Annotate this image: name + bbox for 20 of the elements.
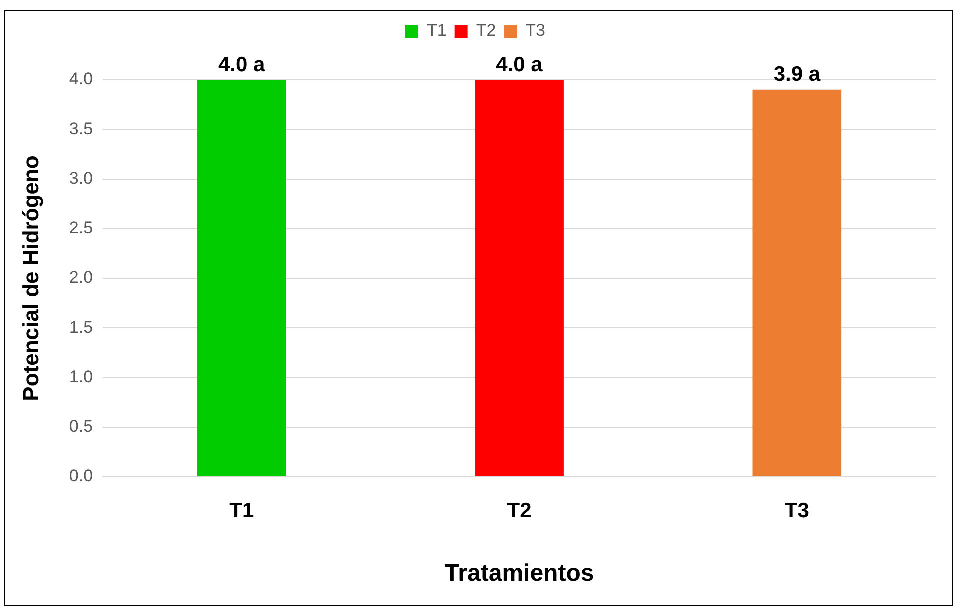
legend-label: T3: [526, 21, 546, 40]
y-tick-label: 1.5: [69, 318, 94, 337]
y-tick-label: 2.5: [69, 218, 94, 238]
y-tick-label: 0.0: [69, 466, 94, 486]
x-tick-label: T2: [507, 499, 532, 522]
y-tick-label: 3.0: [69, 168, 94, 188]
data-label: 3.9 a: [774, 63, 821, 86]
x-tick-label: T3: [784, 499, 810, 522]
legend-label: T2: [476, 21, 496, 40]
y-tick-label: 2.0: [69, 268, 94, 288]
y-tick-label: 1.0: [69, 367, 94, 386]
y-tick-label: 3.5: [69, 119, 94, 138]
y-axis-title: Potencial de Hidrógeno: [18, 156, 44, 402]
x-tick-label: T1: [230, 499, 254, 522]
x-axis-title: Tratamientos: [444, 560, 594, 588]
y-tick-label: 0.5: [69, 417, 94, 436]
data-label: 4.0 a: [218, 53, 266, 76]
y-tick-label: 4.0: [69, 70, 94, 89]
data-label: 4.0 a: [496, 53, 544, 76]
legend-label: T1: [426, 21, 447, 40]
